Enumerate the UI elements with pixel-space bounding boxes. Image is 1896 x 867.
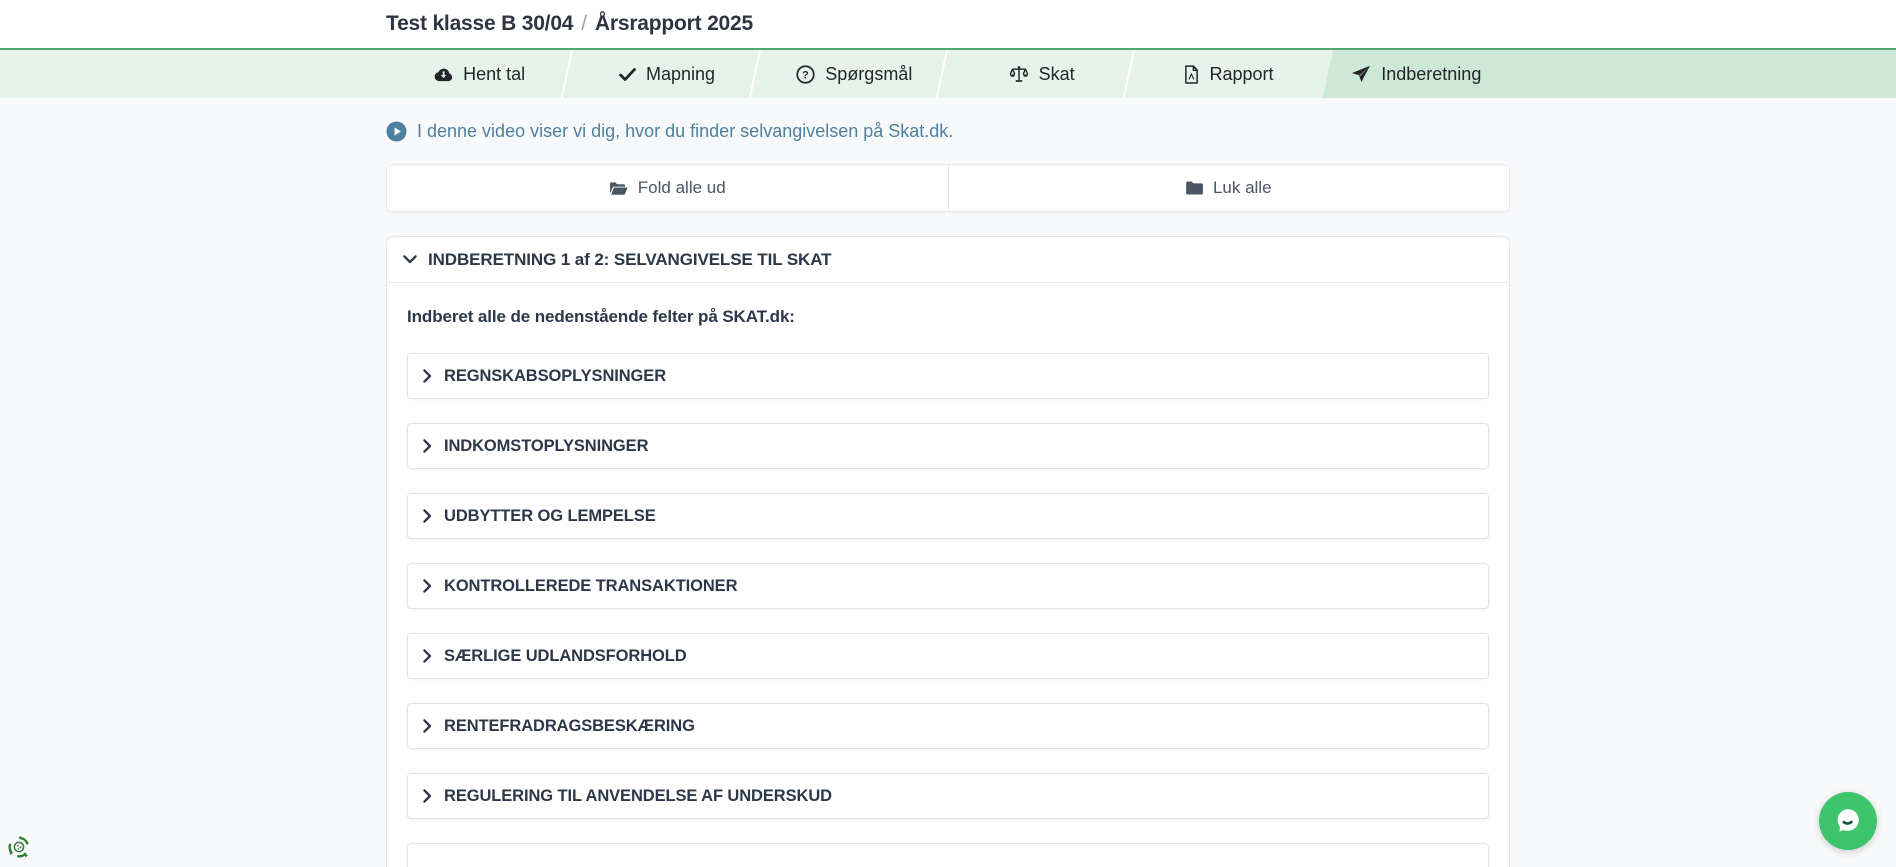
- top-bar: Test klasse B 30/04 / Årsrapport 2025: [0, 0, 1896, 48]
- list-item-regulering-til-anvendelse-af-underskud[interactable]: REGULERING TIL ANVENDELSE AF UNDERSKUD: [407, 773, 1489, 819]
- section-body: Indberet alle de nedenstående felter på …: [387, 283, 1509, 867]
- list-item-label: REGULERING TIL ANVENDELSE AF UNDERSKUD: [444, 786, 832, 805]
- tab-label: Hent tal: [463, 63, 526, 84]
- list-item-partial[interactable]: [407, 843, 1489, 867]
- list-item-label: SÆRLIGE UDLANDSFORHOLD: [444, 646, 687, 665]
- tab-label: Rapport: [1209, 63, 1274, 84]
- list-item-indkomstoplysninger[interactable]: INDKOMSTOPLYSNINGER: [407, 423, 1489, 469]
- chevron-down-icon: [403, 255, 417, 264]
- report-name: Årsrapport 2025: [594, 12, 753, 35]
- tab-hent-tal[interactable]: Hent tal: [386, 50, 573, 98]
- chevron-right-icon: [423, 649, 432, 663]
- scales-icon: [1009, 65, 1029, 83]
- main-content: I denne video viser vi dig, hvor du find…: [0, 98, 1896, 867]
- list-item-regnskabsoplysninger[interactable]: REGNSKABSOPLYSNINGER: [407, 353, 1489, 399]
- chevron-right-icon: [423, 509, 432, 523]
- folder-open-icon: [609, 181, 628, 196]
- tab-label: Mapning: [645, 63, 716, 84]
- video-link[interactable]: I denne video viser vi dig, hvor du find…: [386, 121, 953, 142]
- svg-text:?: ?: [802, 69, 809, 81]
- pdf-file-icon: [1184, 64, 1199, 84]
- tab-label: Skat: [1038, 63, 1075, 84]
- tab-label: Spørgsmål: [825, 63, 913, 84]
- tab-bar: Hent tal Mapning ? Spørgsmål: [0, 48, 1896, 98]
- client-name: Test klasse B 30/04: [386, 12, 574, 35]
- question-circle-icon: ?: [796, 64, 815, 84]
- list-item-rentefradragsbeskaering[interactable]: RENTEFRADRAGSBESKÆRING: [407, 703, 1489, 749]
- breadcrumb-separator: /: [581, 12, 587, 35]
- page-title: Test klasse B 30/04 / Årsrapport 2025: [386, 12, 1510, 36]
- expand-all-button[interactable]: Fold alle ud: [387, 165, 948, 211]
- list-item-udbytter-og-lempelse[interactable]: UDBYTTER OG LEMPELSE: [407, 493, 1489, 539]
- chat-button[interactable]: [1819, 792, 1877, 850]
- list-item-label: UDBYTTER OG LEMPELSE: [444, 506, 656, 525]
- list-item-label: KONTROLLEREDE TRANSAKTIONER: [444, 576, 738, 595]
- collapse-all-label: Luk alle: [1212, 178, 1272, 197]
- tab-skat[interactable]: Skat: [948, 50, 1135, 98]
- section-title: INDBERETNING 1 af 2: SELVANGIVELSE TIL S…: [428, 249, 832, 269]
- check-icon: [619, 67, 636, 81]
- chevron-right-icon: [423, 579, 432, 593]
- tab-sporgsmal[interactable]: ? Spørgsmål: [761, 50, 948, 98]
- tab-indberetning[interactable]: Indberetning: [1323, 50, 1510, 98]
- instruction-text: Indberet alle de nedenstående felter på …: [407, 307, 795, 326]
- chevron-right-icon: [423, 719, 432, 733]
- cookie-renew-icon[interactable]: [5, 833, 32, 860]
- chevron-right-icon: [423, 439, 432, 453]
- list-item-saerlige-udlandsforhold[interactable]: SÆRLIGE UDLANDSFORHOLD: [407, 633, 1489, 679]
- indberetning-section: INDBERETNING 1 af 2: SELVANGIVELSE TIL S…: [386, 236, 1510, 867]
- chat-bubble-icon: [1831, 804, 1865, 838]
- list-item-label: RENTEFRADRAGSBESKÆRING: [444, 716, 695, 735]
- tab-mapning[interactable]: Mapning: [573, 50, 760, 98]
- collapse-all-button[interactable]: Luk alle: [947, 165, 1509, 211]
- paper-plane-icon: [1351, 65, 1371, 83]
- tab-label: Indberetning: [1381, 63, 1482, 84]
- list-item-kontrollerede-transaktioner[interactable]: KONTROLLEREDE TRANSAKTIONER: [407, 563, 1489, 609]
- play-circle-icon: [386, 121, 407, 142]
- chevron-right-icon: [423, 369, 432, 383]
- cloud-download-icon: [434, 67, 453, 82]
- video-link-text: I denne video viser vi dig, hvor du find…: [417, 121, 954, 141]
- expand-collapse-group: Fold alle ud Luk alle: [386, 164, 1510, 212]
- tab-rapport[interactable]: Rapport: [1135, 50, 1322, 98]
- chevron-right-icon: [423, 789, 432, 803]
- folder-closed-icon: [1186, 181, 1203, 195]
- list-item-label: REGNSKABSOPLYSNINGER: [444, 366, 667, 385]
- section-header[interactable]: INDBERETNING 1 af 2: SELVANGIVELSE TIL S…: [387, 237, 1509, 283]
- expand-all-label: Fold alle ud: [637, 178, 726, 197]
- list-item-label: INDKOMSTOPLYSNINGER: [444, 436, 649, 455]
